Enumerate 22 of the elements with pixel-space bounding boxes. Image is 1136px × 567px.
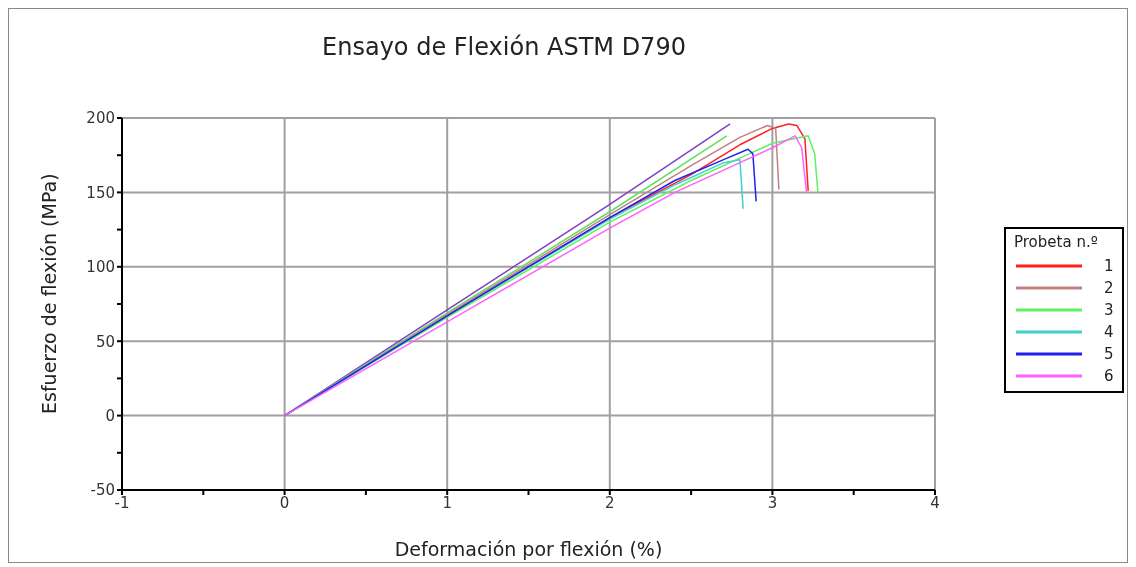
legend-label: 2 — [1104, 279, 1114, 297]
y-tick-label: -50 — [90, 481, 115, 500]
legend-label: 6 — [1104, 367, 1114, 385]
x-tick-label: -1 — [114, 493, 130, 512]
chart-title: Ensayo de Flexión ASTM D790 — [321, 33, 687, 61]
legend-label: 3 — [1104, 301, 1114, 319]
x-tick-label: 1 — [442, 493, 452, 512]
legend-label: 4 — [1104, 323, 1114, 341]
x-tick-label: 0 — [279, 493, 290, 512]
y-axis-title: Esfuerzo de flexión (MPa) — [37, 173, 60, 414]
y-tick-label: 0 — [105, 406, 115, 425]
x-tick-label: 2 — [605, 493, 615, 512]
x-tick-label: 3 — [767, 493, 778, 512]
legend-label: 1 — [1104, 257, 1114, 275]
y-tick-label: 50 — [95, 332, 115, 351]
y-tick-label: 100 — [86, 258, 115, 277]
legend-title: Probeta n.º — [1014, 233, 1099, 251]
y-tick-label: 150 — [86, 183, 115, 202]
x-axis-title: Deformación por flexión (%) — [394, 538, 663, 560]
x-tick-label: 4 — [930, 493, 940, 512]
legend-label: 5 — [1104, 345, 1114, 363]
y-tick-label: 200 — [86, 109, 115, 128]
